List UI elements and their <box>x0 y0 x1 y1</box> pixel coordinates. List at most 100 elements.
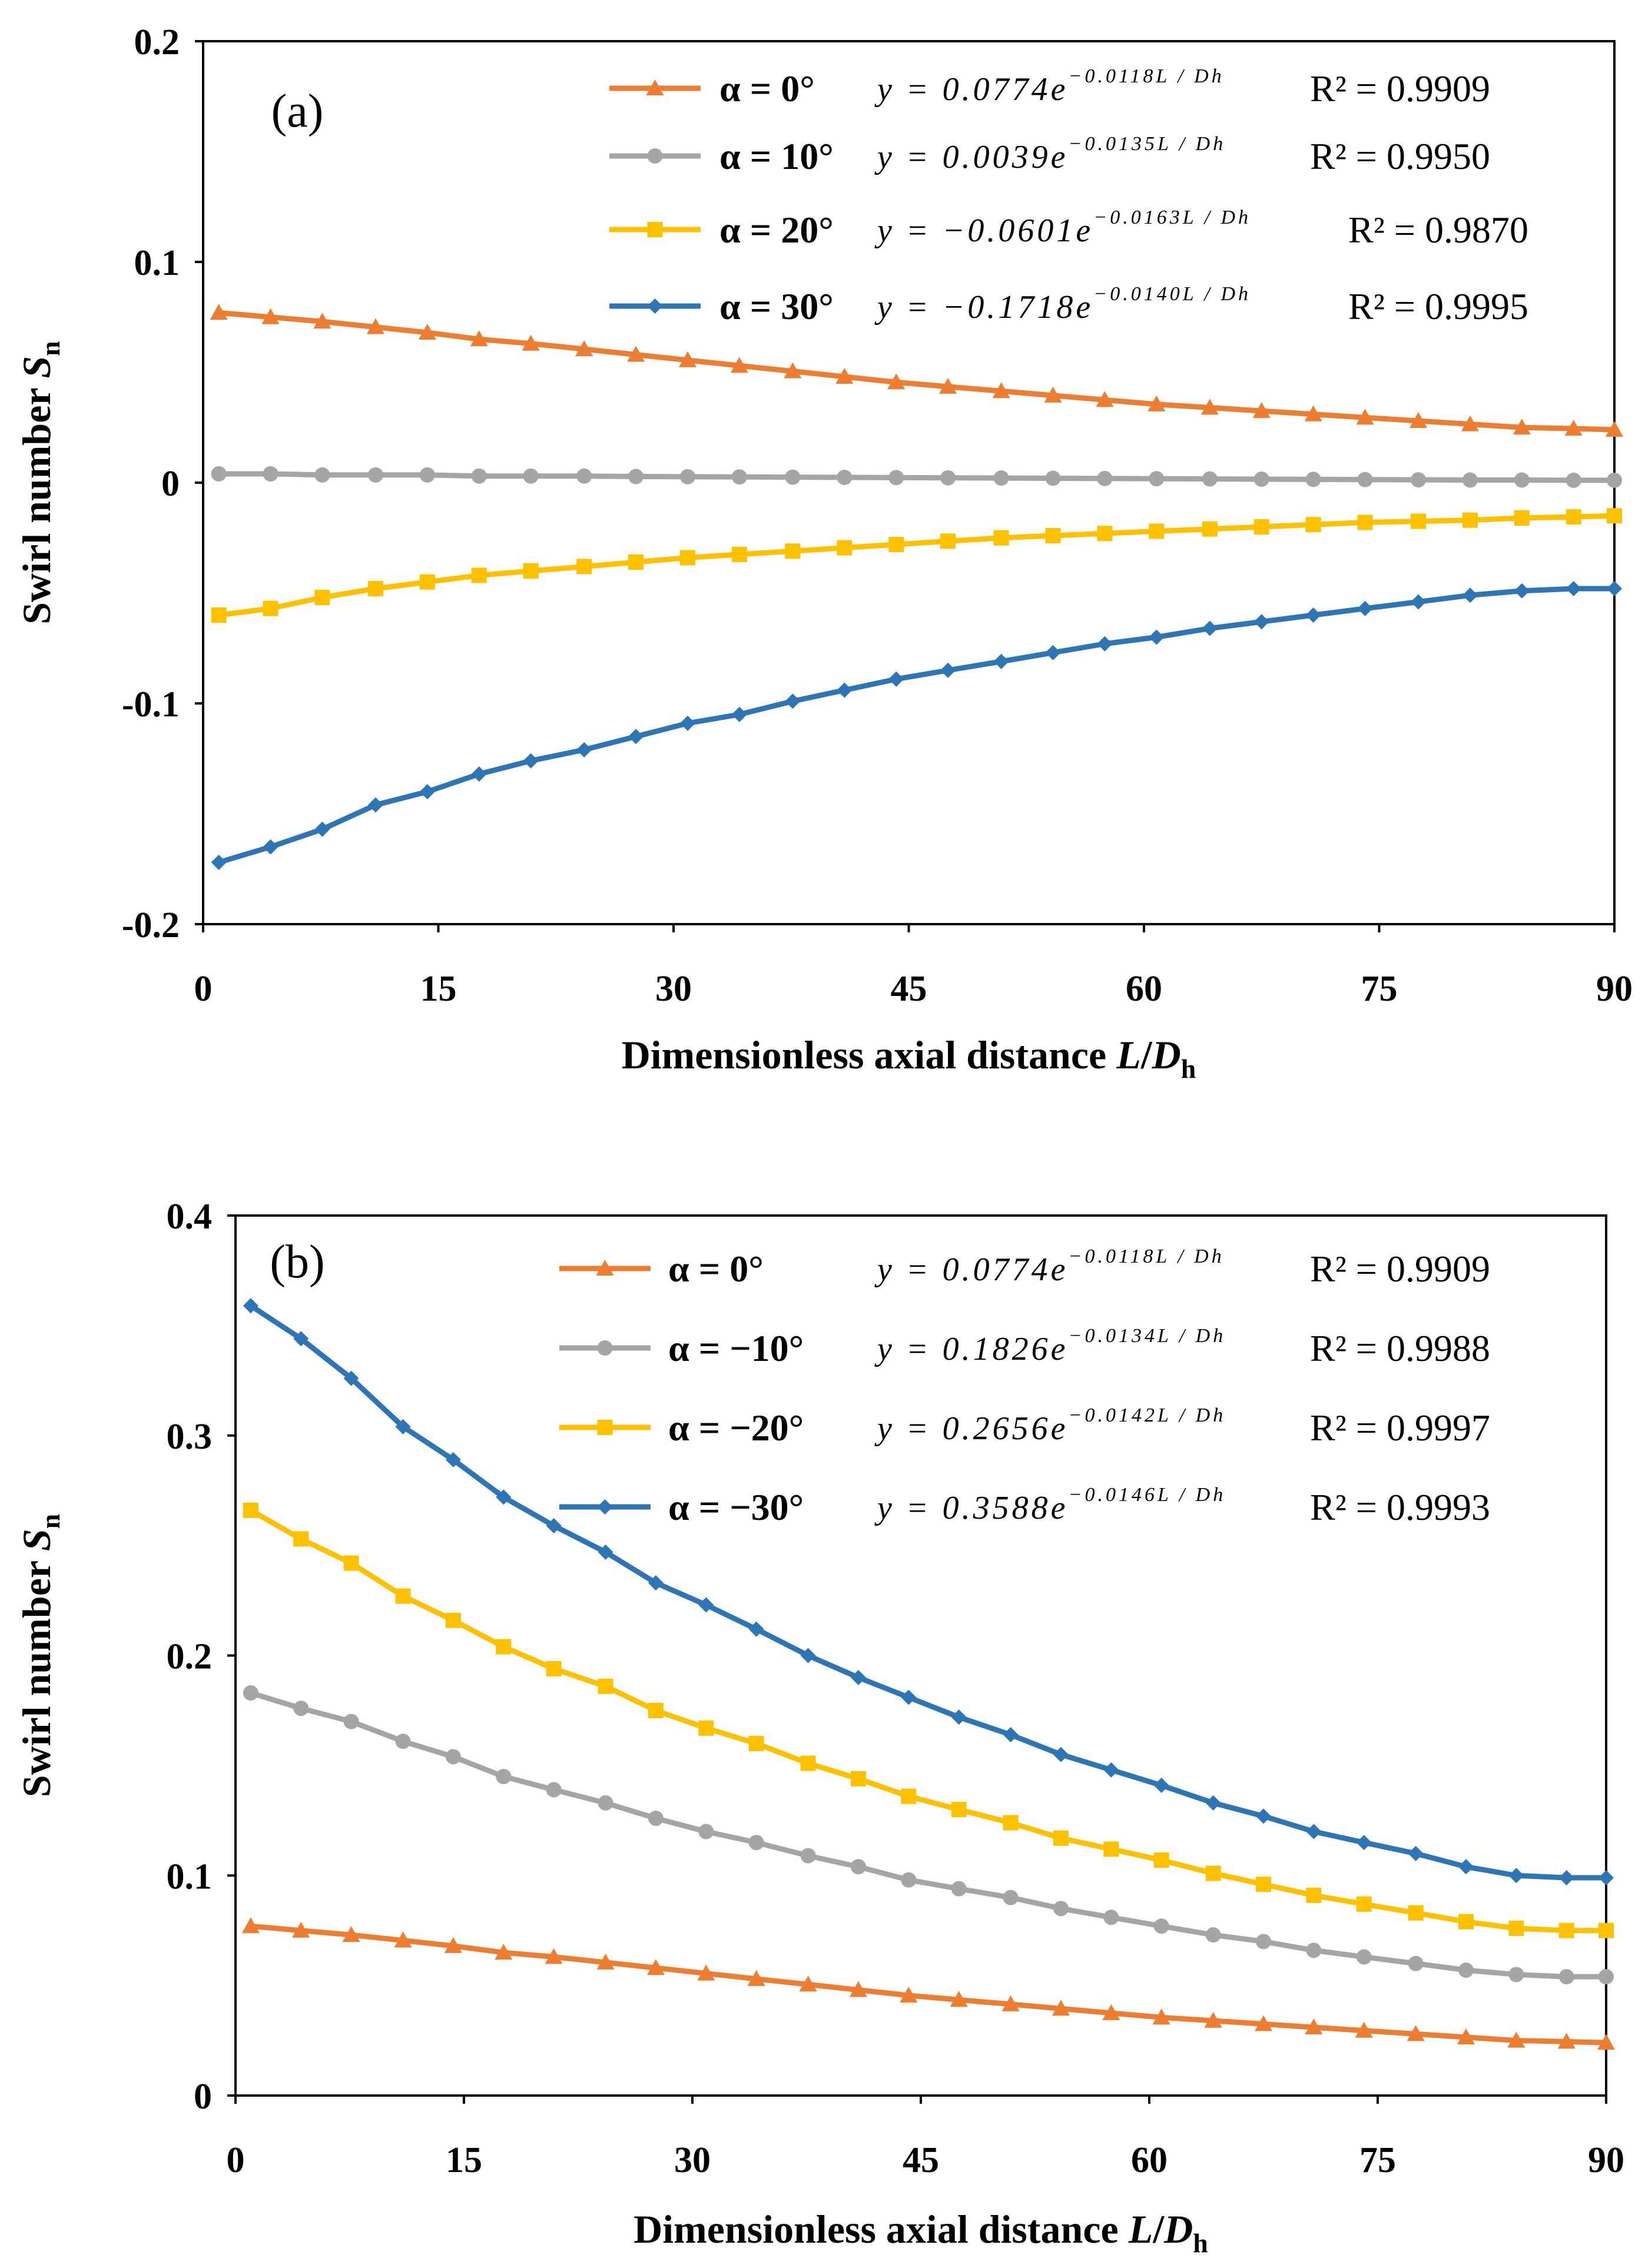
legend-entry: α = −30° y = 0.3588e−0.0146L / Dh R² = 0.9… <box>559 1484 1490 1528</box>
data-point <box>646 1959 665 1975</box>
data-series <box>243 1502 1614 1938</box>
x-axis-title-slash: / <box>1152 2207 1165 2252</box>
panel-label: (b) <box>270 1236 324 1288</box>
legend-r-squared: R² = 0.9870 <box>1348 209 1528 251</box>
data-series <box>211 466 1622 488</box>
legend-equation-base: y = 0.0774e <box>874 71 1069 108</box>
legend-swatch-marker <box>647 222 663 237</box>
data-point <box>800 1848 816 1864</box>
data-point <box>993 653 1009 669</box>
data-point <box>1053 1830 1069 1846</box>
data-point <box>951 1881 967 1897</box>
data-point <box>784 362 802 378</box>
data-point <box>343 1555 359 1571</box>
data-point <box>471 468 487 484</box>
data-point <box>1204 2011 1222 2028</box>
data-point <box>901 1788 917 1804</box>
legend-equation: y = 0.0774e−0.0118L / Dh <box>874 1246 1225 1288</box>
data-series <box>243 1298 1614 1885</box>
y-tick-label: 0.4 <box>167 1197 213 1237</box>
data-point <box>1305 2018 1323 2035</box>
data-point <box>731 469 747 485</box>
data-point <box>950 1991 968 2007</box>
data-point <box>1253 519 1269 534</box>
legend-entry: α = 0° y = 0.0774e−0.0118L / Dh R² = 0.990… <box>609 65 1490 109</box>
data-point <box>210 304 228 320</box>
data-point <box>314 467 330 483</box>
legend-swatch-marker <box>646 79 664 95</box>
data-point <box>1052 2000 1070 2016</box>
data-point <box>1409 412 1428 428</box>
data-point <box>698 1597 714 1613</box>
data-series <box>210 304 1623 437</box>
data-point <box>1147 395 1166 411</box>
y-axis-title-subscript: n <box>35 341 65 356</box>
data-point <box>395 1419 411 1434</box>
data-point <box>1411 594 1427 610</box>
data-point <box>545 1948 563 1964</box>
data-point <box>1202 471 1218 487</box>
legend-equation-exponent: −0.0146L / Dh <box>1069 1484 1226 1506</box>
data-point <box>445 1749 461 1765</box>
data-point <box>1411 513 1427 529</box>
x-axis-title-var-d: D <box>1163 2207 1193 2252</box>
legend-r-squared: R² = 0.9950 <box>1310 135 1490 177</box>
data-point <box>343 1714 359 1729</box>
chart-panel: 0 0.1 0.2 0.3 0.4 0 15 30 45 60 75 90 Dimensionless … <box>14 1197 1624 2258</box>
data-point <box>1097 636 1113 652</box>
data-point <box>1253 614 1269 630</box>
data-point <box>1045 470 1061 486</box>
data-point <box>1557 2033 1576 2049</box>
data-point <box>1103 1910 1119 1925</box>
legend-entry: α = −20° y = 0.2656e−0.0142L / Dh R² = 0.9… <box>559 1404 1490 1449</box>
data-point <box>1508 1920 1524 1936</box>
x-tick-label: 30 <box>674 2140 711 2180</box>
data-point <box>1356 1835 1372 1851</box>
data-point <box>343 1370 359 1386</box>
data-point <box>1461 415 1479 431</box>
data-point <box>888 470 904 486</box>
data-point <box>785 693 801 709</box>
legend-equation-exponent: −0.0140L / Dh <box>1093 283 1251 305</box>
data-point <box>1356 1949 1372 1965</box>
legend-equation-base: y = 0.0039e <box>874 139 1069 175</box>
data-point <box>1044 386 1062 403</box>
data-point <box>1053 1746 1069 1762</box>
legend-series-name: α = −20° <box>668 1407 804 1449</box>
series-line <box>248 1303 1609 1881</box>
data-point <box>627 346 645 362</box>
x-tick-label: 75 <box>1361 969 1398 1009</box>
data-point <box>367 797 383 813</box>
data-point <box>835 368 854 384</box>
data-point <box>1103 1762 1119 1778</box>
data-point <box>1513 419 1531 435</box>
data-point <box>1411 472 1427 488</box>
data-point <box>1152 2008 1170 2025</box>
y-axis-title-var-s: S <box>14 356 59 378</box>
data-point <box>470 330 488 347</box>
data-point <box>748 1835 764 1851</box>
data-point <box>1045 645 1061 660</box>
x-tick-label: 60 <box>1131 2140 1168 2180</box>
data-point <box>395 1588 411 1604</box>
data-point <box>1003 1890 1019 1905</box>
y-tick-label: -0.1 <box>122 685 180 725</box>
data-point <box>1408 1905 1424 1921</box>
data-point <box>263 839 278 855</box>
data-point <box>1205 1795 1221 1811</box>
data-point <box>575 340 593 357</box>
data-point <box>731 706 747 722</box>
x-axis-title-var-l: L <box>1128 2207 1153 2252</box>
data-point <box>901 1689 917 1705</box>
data-point <box>1153 1778 1169 1794</box>
data-point <box>445 1612 461 1628</box>
data-point <box>313 313 331 329</box>
legend-equation: y = 0.3588e−0.0146L / Dh <box>874 1484 1226 1526</box>
data-point <box>495 1944 513 1960</box>
data-point <box>800 1648 816 1663</box>
data-point <box>1149 629 1165 645</box>
x-tick-label: 15 <box>420 969 457 1009</box>
legend-equation-base: y = −0.1718e <box>874 289 1093 326</box>
data-point <box>1053 1901 1069 1917</box>
data-point <box>940 470 956 486</box>
